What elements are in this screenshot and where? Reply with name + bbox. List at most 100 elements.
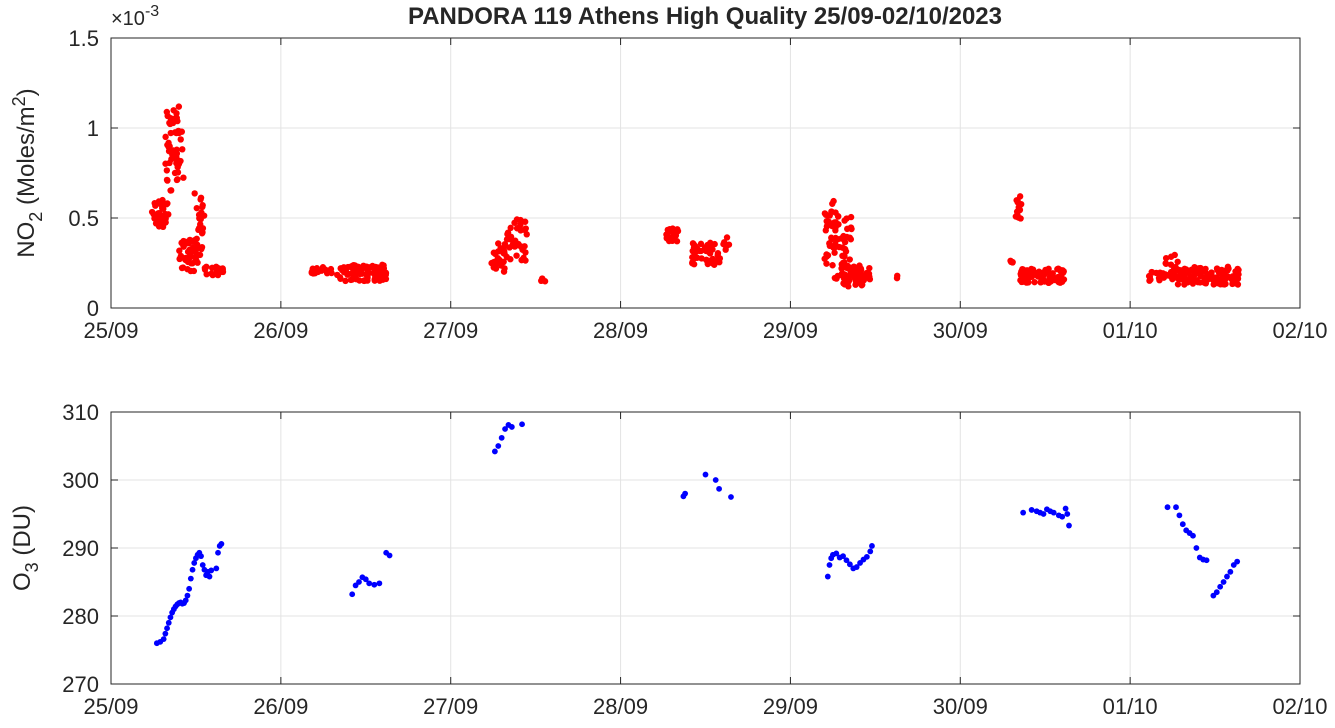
data-point [366,580,373,587]
data-point [703,256,710,264]
o3-panel: 25/09 26/09 27/09 28/09 29/09 30/09 01/10 02/10… [9,400,1328,719]
data-point [379,267,386,275]
data-point [162,630,169,637]
data-point [1224,263,1232,270]
data-points [153,421,1241,647]
data-point [502,426,508,432]
data-point [1037,279,1044,286]
data-point [513,252,520,259]
data-point [164,112,171,120]
y-axis-label: O3 (DU) [9,505,42,591]
data-point [840,553,846,560]
data-point [1162,260,1170,267]
data-point [842,248,850,255]
data-point [355,263,362,270]
x-tick-label: 30/09 [933,694,988,719]
data-point [1066,522,1072,529]
y-exponent-label: ×10-3 [111,3,159,30]
data-point [1017,200,1025,208]
data-point [174,176,181,183]
data-point [215,265,223,272]
data-point [165,619,172,626]
data-point [348,263,355,270]
data-point [823,251,830,258]
data-point [1062,505,1069,512]
data-point [504,230,511,238]
data-point [379,261,386,269]
y-axis-label: NO2 (Moles/m2) [9,88,46,257]
data-point [201,264,209,272]
data-point [191,248,198,255]
data-point [506,235,513,243]
data-point [833,550,840,557]
data-point [371,277,378,284]
x-tick-label: 26/09 [253,694,308,719]
data-point [203,271,210,278]
data-point [178,264,186,272]
data-point [1182,278,1189,286]
data-point [371,581,378,588]
data-point [1203,557,1210,564]
data-point [191,190,198,197]
data-point [342,277,349,285]
data-point [828,208,835,215]
data-point [386,552,393,559]
data-point [840,280,847,287]
data-point [362,576,369,583]
data-point [826,562,833,568]
data-point [167,614,174,621]
data-point [199,562,206,568]
data-point [361,277,369,284]
data-point [508,424,515,430]
data-point [349,591,356,598]
axes-box [110,37,1301,309]
data-point [1227,568,1234,575]
data-point [310,270,317,277]
data-point [173,110,180,117]
data-point [1164,504,1171,511]
y-tick-label: 310 [62,400,99,425]
data-point [1050,509,1057,516]
x-tick-label: 30/09 [933,318,988,343]
data-point [1213,265,1221,272]
x-tick-label: 26/09 [253,318,308,343]
data-point [376,580,383,587]
data-point [327,265,335,273]
data-point [337,275,344,282]
data-point [831,249,838,256]
data-point [869,543,875,549]
data-point [832,234,839,242]
data-point [1177,267,1184,275]
data-point [1016,193,1024,200]
data-point [663,234,670,242]
data-point [193,241,201,248]
data-point [840,275,848,282]
data-point [164,200,171,207]
data-point [509,240,517,248]
data-point [723,234,731,241]
data-point [669,228,676,235]
data-point [709,246,716,253]
data-point [709,255,716,263]
data-point [843,215,850,222]
data-point [1040,511,1047,517]
data-point [488,259,495,267]
data-point [1055,278,1062,286]
data-point [1221,274,1228,282]
y-tick-label: 300 [62,468,99,493]
data-point [1013,208,1021,215]
data-point [1155,274,1163,282]
data-point [711,240,718,248]
data-point [865,270,873,277]
data-point [208,264,216,272]
data-point [1146,273,1154,281]
data-point [198,553,204,560]
data-point [1045,277,1052,284]
x-axis: 25/09 26/09 27/09 28/09 29/09 30/09 01/10 02/10 [83,412,1328,719]
data-point [160,636,167,643]
y-axis: 0 0.5 1 1.5 [68,26,1300,321]
data-point [1017,277,1024,284]
data-point [498,434,505,441]
data-point [866,264,873,272]
